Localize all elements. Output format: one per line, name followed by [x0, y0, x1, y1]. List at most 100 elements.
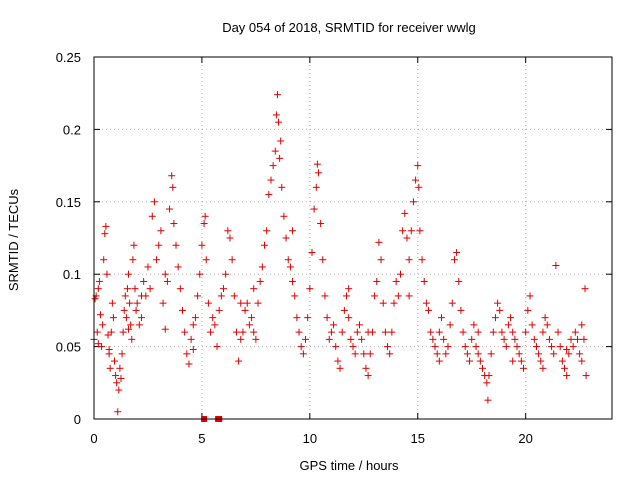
- data-point: [157, 227, 165, 235]
- data-point: [520, 364, 528, 372]
- data-point: [345, 285, 353, 293]
- data-point: [95, 277, 103, 285]
- data-point: [191, 314, 199, 322]
- data-point: [243, 299, 251, 307]
- data-point: [390, 299, 398, 307]
- y-tick-label: 0.05: [56, 340, 81, 355]
- data-point: [267, 176, 275, 184]
- data-point: [116, 364, 124, 372]
- data-point: [517, 357, 525, 365]
- data-point: [280, 212, 288, 220]
- data-point: [228, 256, 236, 264]
- data-point: [254, 299, 262, 307]
- data-point: [479, 364, 486, 372]
- plot-frame: [93, 56, 613, 420]
- data-point: [137, 314, 145, 322]
- data-point: [140, 277, 148, 285]
- data-point: [366, 350, 374, 358]
- data-point: [522, 328, 530, 336]
- y-tick-label: 0.1: [63, 267, 81, 282]
- data-point: [573, 335, 581, 343]
- data-point: [129, 256, 137, 264]
- data-point: [349, 343, 357, 351]
- data-point: [245, 321, 253, 329]
- data-point: [114, 408, 122, 416]
- y-tick-label: 0.15: [56, 195, 81, 210]
- data-point: [163, 277, 171, 285]
- data-point: [463, 350, 471, 358]
- data-point: [539, 328, 547, 336]
- data-point: [561, 364, 569, 372]
- data-point: [524, 306, 532, 314]
- data-point: [558, 357, 566, 365]
- data-point: [250, 285, 258, 293]
- chart-title: Day 054 of 2018, SRMTID for receiver wwl…: [222, 20, 476, 35]
- data-point: [176, 285, 184, 293]
- data-point: [548, 343, 556, 351]
- data-point: [150, 198, 158, 206]
- data-point: [272, 111, 280, 119]
- data-point: [250, 328, 258, 336]
- data-point: [563, 372, 571, 380]
- data-point: [319, 256, 327, 264]
- data-point: [148, 212, 156, 220]
- data-point: [230, 292, 238, 300]
- data-point: [226, 234, 234, 242]
- data-point: [392, 277, 400, 285]
- data-point: [115, 386, 123, 394]
- data-point: [239, 328, 247, 336]
- data-point: [278, 183, 286, 191]
- data-point: [405, 292, 413, 300]
- data-point: [235, 357, 243, 365]
- data-point: [468, 335, 476, 343]
- data-point: [118, 350, 126, 358]
- data-point: [336, 364, 344, 372]
- data-point: [172, 241, 180, 249]
- data-point: [304, 314, 312, 322]
- data-point: [282, 234, 290, 242]
- data-point: [269, 162, 277, 170]
- data-point: [170, 220, 178, 228]
- data-point: [122, 314, 130, 322]
- data-point: [289, 227, 297, 235]
- x-tick-label: 20: [518, 431, 532, 446]
- data-point: [137, 292, 145, 300]
- data-point: [200, 220, 208, 228]
- data-points: [90, 91, 590, 422]
- data-point: [209, 314, 217, 322]
- data-point: [470, 321, 478, 329]
- data-point: [155, 241, 163, 249]
- data-point: [440, 335, 448, 343]
- data-point: [466, 357, 474, 365]
- data-point: [377, 256, 385, 264]
- data-point: [502, 343, 510, 351]
- data-point: [381, 328, 389, 336]
- data-point: [306, 285, 314, 293]
- data-point: [403, 234, 411, 242]
- data-point: [472, 343, 480, 351]
- data-point: [128, 335, 136, 343]
- data-point: [108, 299, 116, 307]
- data-point: [169, 183, 177, 191]
- data-point: [183, 350, 191, 358]
- data-point: [422, 299, 430, 307]
- data-point: [334, 357, 342, 365]
- data-point: [105, 345, 113, 353]
- data-point: [511, 335, 519, 343]
- data-point: [388, 328, 396, 336]
- data-point: [111, 357, 119, 365]
- data-point: [133, 299, 141, 307]
- x-tick-label: 5: [198, 431, 205, 446]
- data-point: [224, 227, 232, 235]
- data-point: [399, 227, 407, 235]
- data-point: [347, 335, 355, 343]
- data-point: [101, 230, 109, 238]
- data-point: [459, 328, 467, 336]
- data-point: [563, 345, 571, 353]
- data-point: [126, 299, 134, 307]
- data-point: [189, 321, 197, 329]
- data-point: [578, 321, 586, 329]
- y-tick-label: 0.2: [63, 122, 81, 137]
- data-point: [187, 335, 195, 343]
- data-point: [271, 147, 279, 155]
